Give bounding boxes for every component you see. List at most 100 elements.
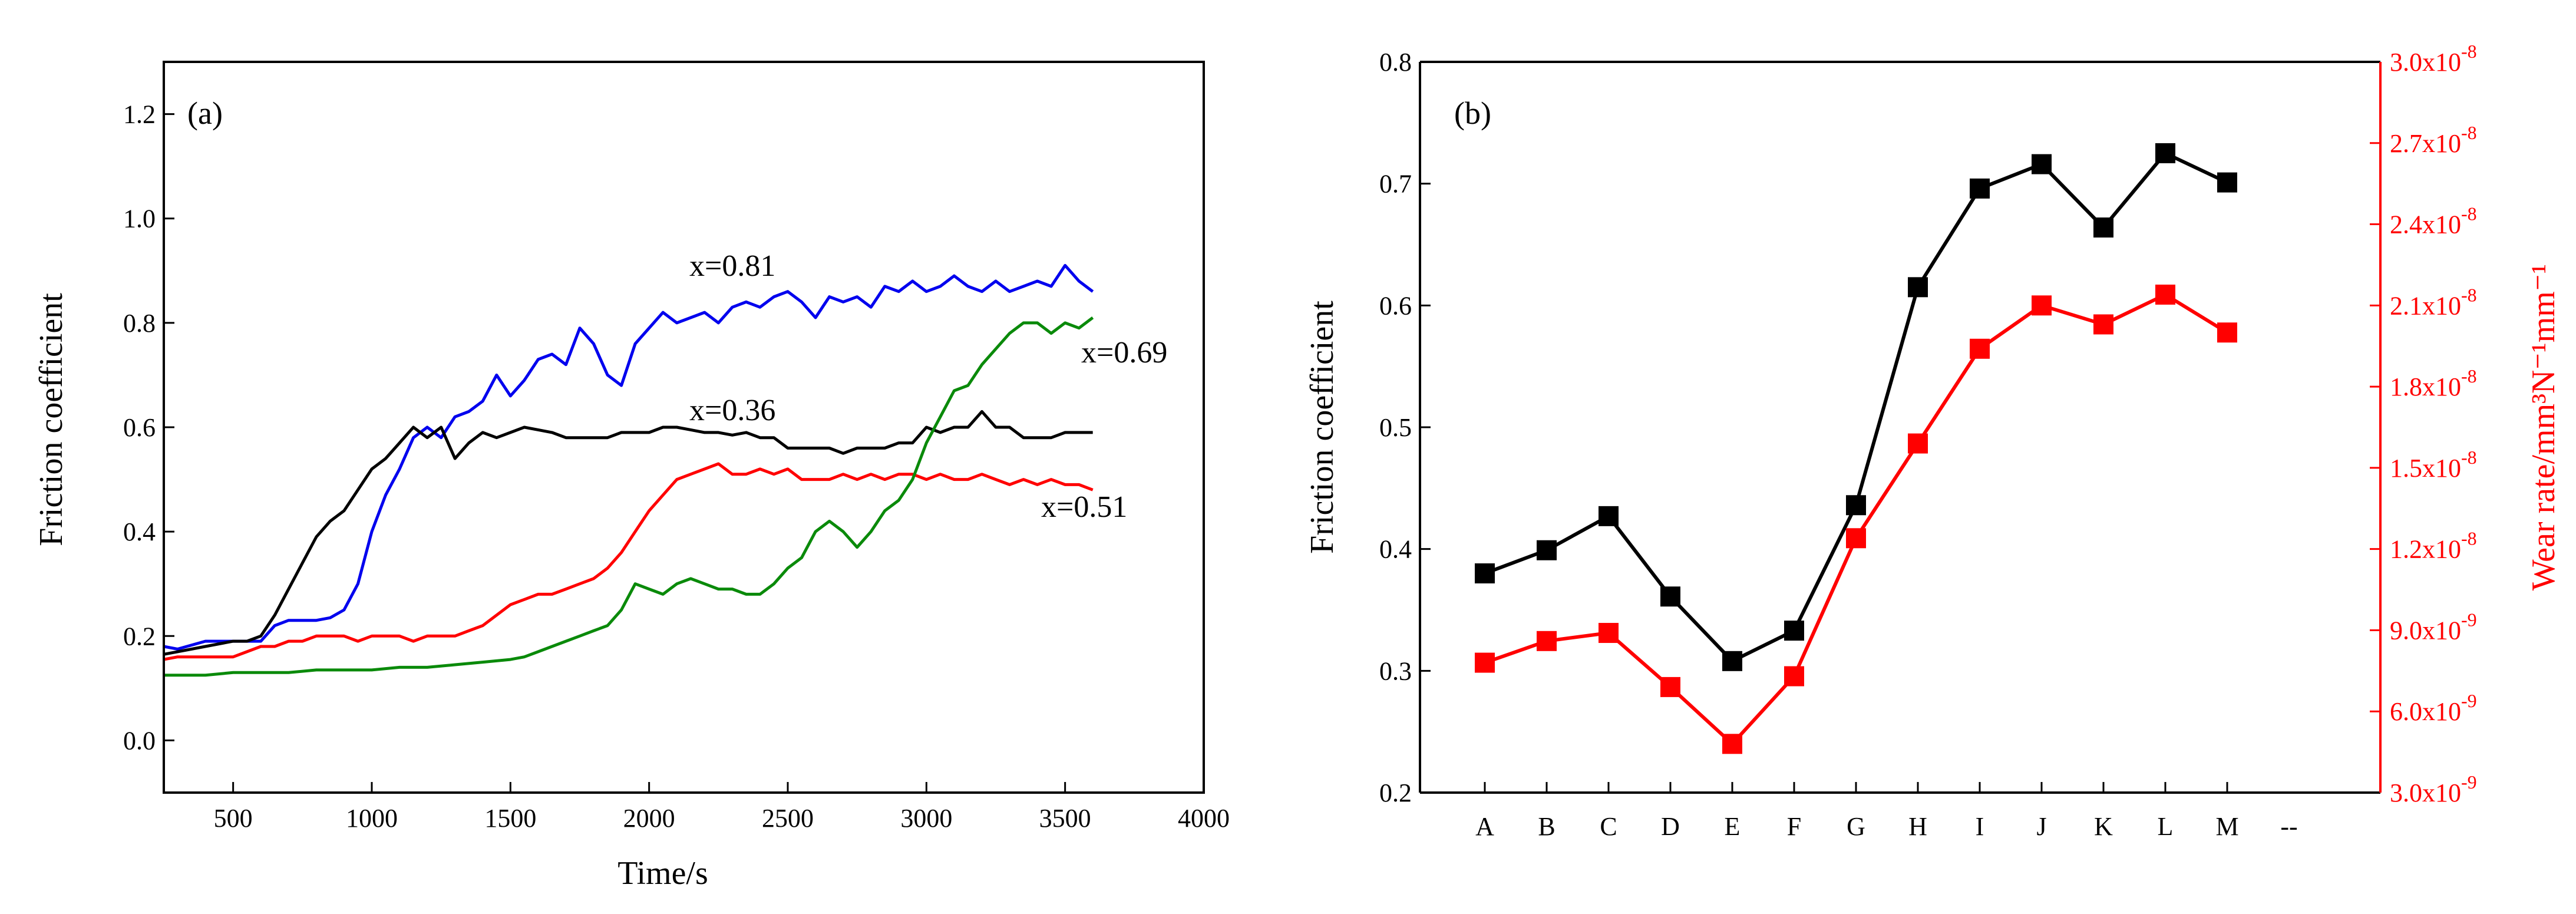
data-point-friction-L — [2155, 143, 2175, 163]
data-point-wear-rate-B — [1537, 631, 1557, 651]
chart-b-y2-tick-label: 6.0x10-9 — [2390, 690, 2477, 726]
chart-b-y-tick-label: 0.8 — [1379, 48, 1412, 77]
chart-b-y-axis-title: Friction coefficient — [1304, 301, 1340, 554]
data-point-friction-A — [1475, 563, 1495, 583]
chart-b-x-tick-label: J — [2036, 812, 2046, 841]
data-point-friction-I — [1970, 178, 1990, 199]
chart-b-x-tick-label: G — [1847, 812, 1865, 841]
chart-b-y2-tick-label: 3.0x10-8 — [2390, 41, 2477, 77]
data-point-friction-E — [1722, 651, 1742, 671]
chart-b-y2-tick-exponent: -8 — [2461, 284, 2477, 305]
data-point-wear-rate-E — [1722, 734, 1742, 754]
chart-b-x-tick-label: K — [2094, 812, 2113, 841]
chart-b: Friction coefficient Wear rate/mm³N⁻¹mm⁻… — [1304, 41, 2562, 841]
annotation-x051: x=0.51 — [1041, 490, 1127, 524]
chart-b-x-tick-label: I — [1976, 812, 1984, 841]
data-point-wear-rate-K — [2093, 314, 2113, 335]
chart-a-x-axis-title: Time/s — [617, 855, 708, 892]
chart-b-y2-tick-label: 9.0x10-9 — [2390, 609, 2477, 645]
chart-b-y-tick-label: 0.3 — [1379, 656, 1412, 685]
chart-a-x-tick-label: 2000 — [623, 804, 675, 833]
series-line-x036 — [163, 410, 1093, 656]
chart-b-x-tick-label: F — [1787, 812, 1801, 841]
chart-a-y-tick-label: 0.4 — [123, 517, 156, 546]
chart-a: Friction coefficient Time/s (a) 500 1000 1… — [33, 61, 1230, 892]
series-line-friction — [1484, 151, 2228, 664]
data-point-wear-rate-H — [1908, 433, 1928, 454]
data-point-friction-J — [2032, 154, 2052, 174]
chart-b-y2-tick-exponent: -8 — [2461, 365, 2477, 387]
chart-b-y2-tick-label: 1.5x10-8 — [2390, 447, 2477, 483]
chart-b-y2-axis-title: Wear rate/mm³N⁻¹mm⁻¹ — [2525, 264, 2562, 590]
chart-b-y2-tick-exponent: -8 — [2461, 122, 2477, 143]
data-point-wear-rate-M — [2217, 322, 2237, 343]
chart-a-x-tick-label: 3000 — [900, 804, 952, 833]
chart-b-y2-tick-exponent: -9 — [2461, 690, 2477, 711]
chart-b-y2-tick-exponent: -8 — [2461, 447, 2477, 468]
chart-b-y2-tick-exponent: -9 — [2461, 609, 2477, 630]
data-point-friction-K — [2093, 217, 2113, 238]
data-point-wear-rate-D — [1660, 677, 1680, 697]
chart-b-x-tick-label: H — [1908, 812, 1927, 841]
data-point-wear-rate-G — [1846, 528, 1866, 549]
chart-b-x-tick-label: E — [1725, 812, 1741, 841]
annotation-x069: x=0.69 — [1081, 336, 1167, 369]
chart-b-y-tick-label: 0.7 — [1379, 170, 1412, 199]
data-point-friction-M — [2217, 172, 2237, 193]
chart-a-y-tick-label: 1.2 — [123, 100, 156, 129]
data-point-wear-rate-L — [2155, 284, 2175, 305]
chart-a-y-tick-label: 1.0 — [123, 204, 156, 233]
chart-a-y-tick-label: 0.0 — [123, 726, 156, 755]
chart-b-x-tick-label: C — [1600, 812, 1617, 841]
chart-a-x-tick-label: 1000 — [346, 804, 398, 833]
chart-a-x-tick-label: 3500 — [1039, 804, 1091, 833]
chart-a-y-tick-label: 0.2 — [123, 622, 156, 651]
chart-a-x-tick-label: 500 — [214, 804, 253, 833]
chart-a-lines — [163, 263, 1094, 677]
data-point-wear-rate-J — [2032, 295, 2052, 316]
annotation-x036: x=0.36 — [689, 394, 775, 427]
chart-b-x-tick-label: M — [2215, 812, 2238, 841]
chart-b-y-tick-label: 0.6 — [1379, 291, 1412, 320]
chart-b-x-tick-label: D — [1661, 812, 1680, 841]
chart-b-y-tick-label: 0.5 — [1379, 413, 1412, 442]
annotation-x081: x=0.81 — [689, 249, 775, 283]
chart-a-x-tick-label: 2500 — [762, 804, 814, 833]
chart-b-y-tick-label: 0.4 — [1379, 535, 1412, 564]
chart-a-ticks: 500 1000 1500 2000 2500 3000 3500 4000 0.0 0.2 0.4… — [123, 100, 1230, 833]
chart-a-x-tick-label: 4000 — [1178, 804, 1230, 833]
chart-b-x-tick-label: -- — [2280, 812, 2297, 841]
chart-b-x-tick-label: B — [1538, 812, 1555, 841]
data-point-friction-C — [1599, 506, 1619, 526]
data-point-wear-rate-F — [1784, 666, 1804, 687]
chart-b-y2-tick-label: 3.0x10-9 — [2390, 771, 2477, 807]
chart-a-x-tick-label: 1500 — [484, 804, 536, 833]
chart-b-y2-tick-exponent: -8 — [2461, 41, 2477, 62]
data-point-friction-D — [1660, 586, 1680, 607]
chart-b-y2-tick-label: 2.1x10-8 — [2390, 284, 2477, 320]
chart-a-y-tick-label: 0.8 — [123, 309, 156, 338]
chart-a-y-axis-title: Friction coefficient — [33, 293, 70, 546]
data-point-friction-F — [1784, 621, 1804, 641]
chart-b-y-tick-label: 0.2 — [1379, 778, 1412, 807]
chart-b-y2-tick-exponent: -9 — [2461, 771, 2477, 793]
data-point-wear-rate-I — [1970, 338, 1990, 359]
chart-b-x-tick-label: L — [2158, 812, 2174, 841]
chart-b-y2-tick-exponent: -8 — [2461, 203, 2477, 225]
data-point-friction-H — [1908, 277, 1928, 298]
data-point-friction-G — [1846, 495, 1866, 516]
data-point-wear-rate-C — [1599, 623, 1619, 644]
series-line-x051 — [163, 462, 1094, 661]
chart-b-ticks: A B C D E F G H I J K L M -- 0.2 0.3 0.4 0.5 0.6 0.7 0.8 3.0x… — [1379, 41, 2477, 841]
chart-b-panel-label: (b) — [1454, 95, 1491, 131]
chart-b-y2-tick-label: 1.2x10-8 — [2390, 528, 2477, 564]
chart-b-y2-tick-exponent: -8 — [2461, 528, 2477, 549]
chart-b-x-tick-label: A — [1475, 812, 1494, 841]
series-line-x081 — [163, 263, 1094, 651]
series-line-wear-rate — [1484, 292, 2228, 747]
chart-b-y2-tick-label: 1.8x10-8 — [2390, 365, 2477, 401]
chart-b-lines — [1475, 143, 2237, 754]
chart-a-panel-label: (a) — [187, 95, 223, 131]
chart-a-plot-frame — [163, 61, 1205, 794]
